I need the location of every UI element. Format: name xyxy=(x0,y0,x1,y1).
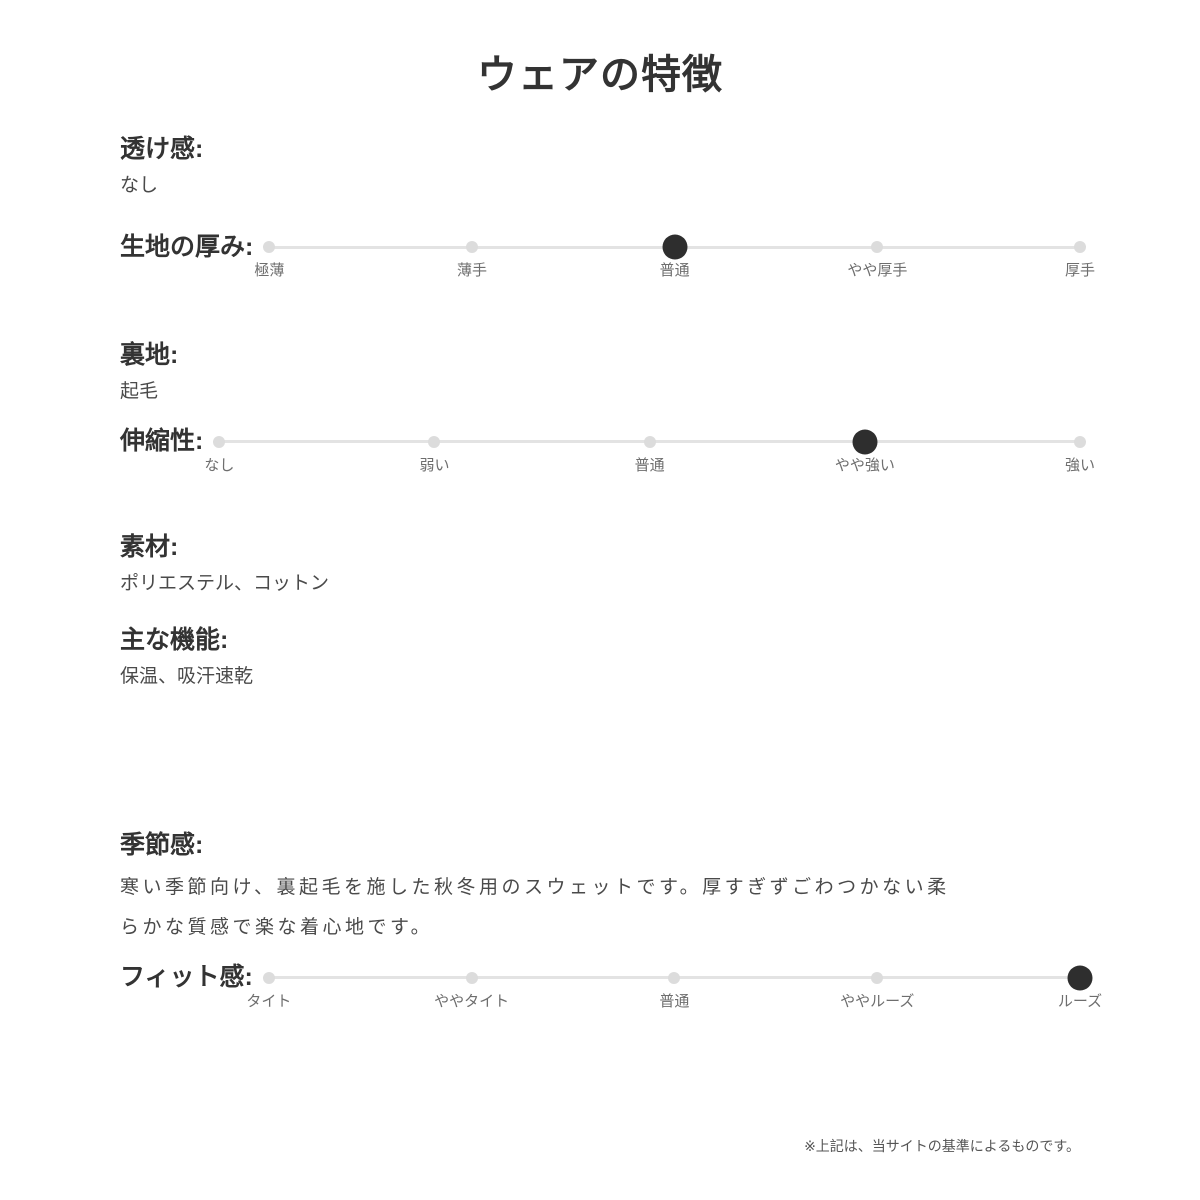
functions-label: 主な機能: xyxy=(120,625,229,654)
slider-tick-label: タイト xyxy=(246,992,292,1010)
season-label: 季節感: xyxy=(120,831,204,860)
page-title: ウェアの特徴 xyxy=(477,53,723,97)
fabric-thickness-section: 生地の厚み: 極薄 薄手 普通 やや厚手 xyxy=(120,232,1095,289)
lining-section: 裏地: 起毛 xyxy=(120,340,1080,406)
stretch-section: 伸縮性: なし 弱い 普通 やや強い xyxy=(120,426,1095,483)
season-section: 季節感: 寒い季節向け、裏起毛を施した秋冬用のスウェットです。厚すぎずごわつかな… xyxy=(120,830,1080,948)
functions-value: 保温、吸汗速乾 xyxy=(120,665,254,687)
wear-features-page: ウェアの特徴 透け感: なし 生地の厚み: 極薄 薄手 普通 xyxy=(120,53,1102,1155)
slider-tick-label: 普通 xyxy=(659,992,690,1010)
fit-label: フィット感: xyxy=(120,963,253,992)
slider-tick-label: なし xyxy=(204,456,235,474)
functions-section: 主な機能: 保温、吸汗速乾 xyxy=(120,625,1080,691)
slider-dot xyxy=(465,241,478,254)
slider-dot xyxy=(871,971,884,984)
sheerness-section: 透け感: なし xyxy=(120,134,1080,200)
sheerness-value: なし xyxy=(120,175,159,196)
fabric-thickness-label: 生地の厚み: xyxy=(120,232,254,261)
slider-tick-label: やや強い xyxy=(834,456,895,474)
slider-tick-label: 普通 xyxy=(659,262,690,280)
fit-slider: タイト ややタイト 普通 ややルーズ ルーズ xyxy=(246,962,1102,1010)
slider-dot xyxy=(263,241,276,254)
slider-tick-label: 薄手 xyxy=(456,262,487,280)
slider-dot xyxy=(1067,965,1093,991)
slider-dot xyxy=(668,971,681,984)
slider-dot xyxy=(852,429,878,455)
material-label: 素材: xyxy=(120,533,179,562)
slider-tick-label: 極薄 xyxy=(254,262,285,280)
slider-tick-label: 厚手 xyxy=(1064,262,1096,280)
slider-tick-label: 弱い xyxy=(419,456,450,474)
slider-dot xyxy=(262,971,275,984)
material-section: 素材: ポリエステル、コットン xyxy=(120,532,1080,598)
season-value: 寒い季節向け、裏起毛を施した秋冬用のスウェットです。厚すぎずごわつかない柔らかな… xyxy=(120,877,950,939)
stretch-slider: なし 弱い 普通 やや強い 強い xyxy=(204,426,1095,474)
slider-dot xyxy=(1074,435,1086,448)
slider-dot xyxy=(662,234,688,260)
lining-value: 起毛 xyxy=(120,380,159,402)
slider-dot xyxy=(428,435,441,448)
slider-dot xyxy=(1074,241,1086,254)
slider-dot xyxy=(871,241,884,254)
slider-tick-label: ややルーズ xyxy=(840,992,915,1010)
slider-tick-label: やや厚手 xyxy=(847,262,908,280)
slider-dot xyxy=(213,435,226,448)
lining-label: 裏地: xyxy=(120,340,179,369)
sheerness-label: 透け感: xyxy=(120,135,204,163)
site-standard-footnote: ※上記は、当サイトの基準によるものです。 xyxy=(804,1138,1080,1155)
stretch-label: 伸縮性: xyxy=(120,427,204,456)
material-value: ポリエステル、コットン xyxy=(120,573,330,595)
slider-tick-label: 強い xyxy=(1064,456,1096,474)
slider-tick-label: 普通 xyxy=(634,456,665,474)
slider-dot xyxy=(465,971,478,984)
fit-section: フィット感: タイト ややタイト 普通 ややルーズ xyxy=(120,962,1102,1019)
slider-tick-label: ややタイト xyxy=(434,992,510,1010)
slider-dot xyxy=(643,435,656,448)
fabric-thickness-slider: 極薄 薄手 普通 やや厚手 厚手 xyxy=(254,232,1095,279)
slider-tick-label: ルーズ xyxy=(1057,992,1103,1010)
